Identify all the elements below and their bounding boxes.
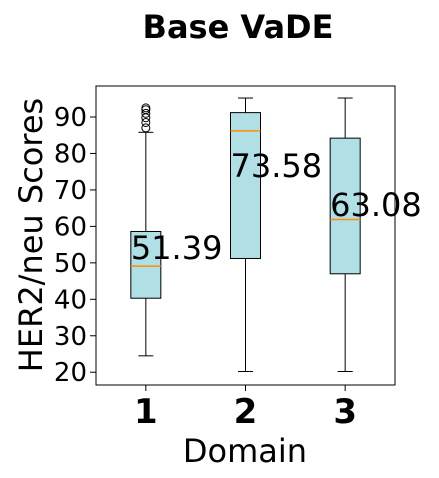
y-tick-label: 80: [54, 139, 87, 169]
x-axis: 1 2 3: [134, 385, 357, 432]
x-axis-label: Domain: [183, 432, 307, 470]
box-mean-label: 63.08: [330, 186, 422, 224]
x-tick-label: 1: [134, 392, 158, 432]
y-tick-label: 40: [54, 285, 87, 315]
box-group-1: 51.39: [130, 103, 223, 357]
outlier-point: [141, 123, 151, 133]
y-tick-label: 60: [54, 212, 87, 242]
y-tick-label: 90: [54, 103, 87, 133]
box-mean-label: 51.39: [131, 229, 223, 267]
outlier-point: [141, 117, 151, 127]
x-tick-label: 3: [333, 392, 357, 432]
y-tick-label: 20: [54, 358, 87, 388]
chart-title: Base VaDE: [143, 8, 334, 46]
box-iqr: [230, 112, 261, 259]
outlier-point: [141, 108, 151, 118]
outlier-point: [141, 103, 151, 113]
y-tick-label: 70: [54, 176, 87, 206]
box-iqr: [329, 137, 361, 275]
box-iqr: [130, 230, 162, 299]
y-axis: 20 30 40 50 60 70 80 90: [54, 103, 96, 388]
y-tick-label: 30: [54, 322, 87, 352]
box-group-3: 63.08: [329, 97, 422, 373]
box-group-2: 73.58: [230, 97, 323, 373]
box-mean-label: 73.58: [231, 147, 323, 185]
y-tick-label: 50: [54, 249, 87, 279]
x-tick-label: 2: [234, 392, 258, 432]
y-axis-label: HER2/neu Scores: [12, 98, 50, 372]
